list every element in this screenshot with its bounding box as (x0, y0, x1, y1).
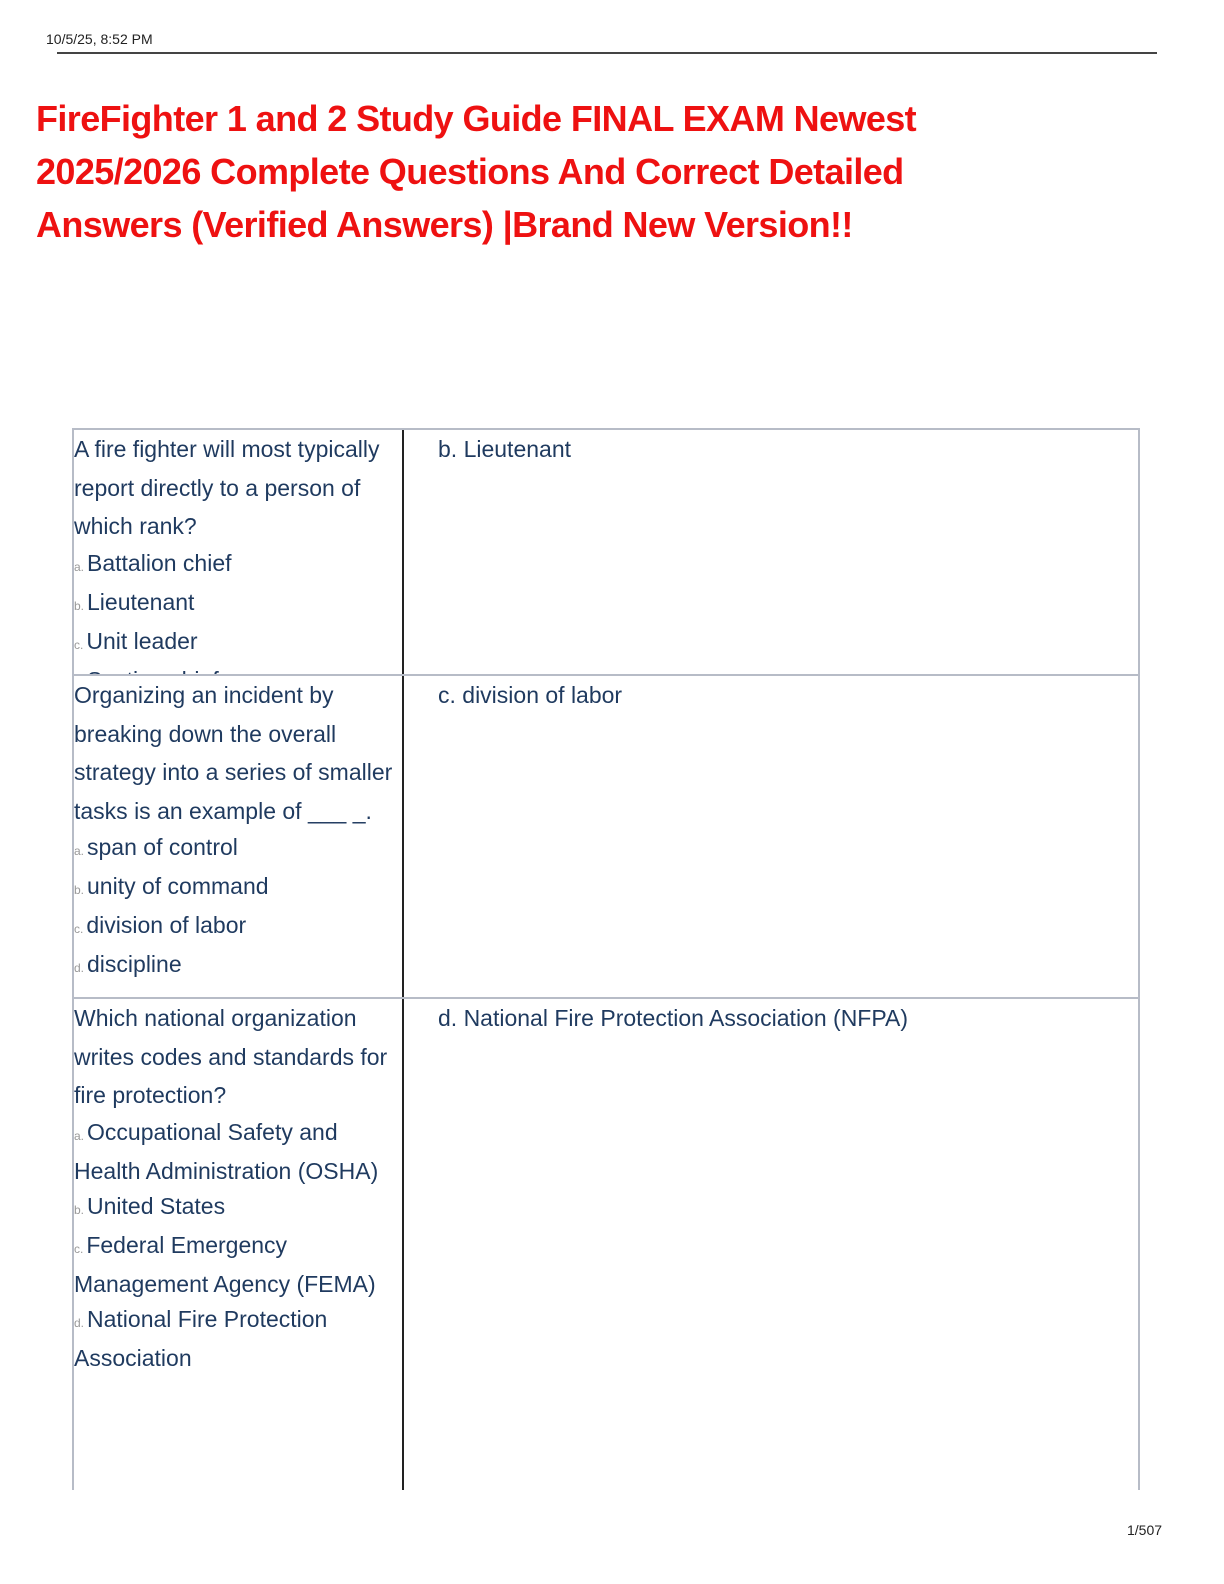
option-letter: d. (74, 961, 85, 975)
option: d. discipline (74, 947, 402, 986)
option: a. Battalion chief (74, 546, 402, 585)
question-cell: Which national organization writes codes… (74, 999, 404, 1490)
question: A fire fighter will most typically repor… (74, 436, 380, 539)
option-letter: c. (74, 1241, 84, 1256)
option: c. Federal Emergency Management Agency (F… (74, 1228, 402, 1302)
answer: c. division of labor (438, 682, 623, 708)
option-letter: c. (74, 922, 84, 936)
option-text: Federal Emergency Management Agency (FEM… (74, 1231, 376, 1297)
answer: d. National Fire Protection Association … (438, 1005, 908, 1031)
timestamp: 10/5/25, 8:52 PM (46, 31, 153, 47)
option-text: division of labor (86, 912, 247, 938)
option-letter: b. (74, 598, 85, 613)
option-letter: b. (74, 1202, 85, 1217)
option-text: Lieutenant (87, 588, 195, 615)
option: b. unity of command (74, 869, 402, 908)
option-letter: d. (74, 1315, 85, 1330)
qa-table: A fire fighter will most typically repor… (72, 428, 1140, 1490)
option-text: Section chief (87, 667, 219, 675)
option-letter: a. (74, 1128, 85, 1143)
option: a. span of control (74, 830, 402, 869)
option-text: unity of command (87, 873, 269, 899)
qa-row: Which national organization writes codes… (72, 997, 1140, 1490)
qa-row: A fire fighter will most typically repor… (72, 428, 1140, 674)
question-cell: A fire fighter will most typically repor… (74, 430, 404, 674)
option-letter: a. (74, 559, 85, 574)
answer: b. Lieutenant (438, 436, 572, 462)
option: c. division of labor (74, 908, 402, 947)
option: b. Lieutenant (74, 585, 402, 624)
header-rule (57, 52, 1157, 54)
option: b. United States (74, 1189, 402, 1228)
question: Which national organization writes codes… (74, 1005, 388, 1108)
option-letter: a. (74, 844, 85, 858)
option-letter: b. (74, 883, 85, 897)
page-number: 1/507 (1127, 1522, 1163, 1538)
option-letter: c. (74, 637, 84, 652)
qa-row: Organizing an incident by breaking down … (72, 674, 1140, 997)
question: Organizing an incident by breaking down … (74, 682, 393, 824)
option: d.Section chief (74, 663, 402, 675)
option-text: United States (87, 1192, 226, 1219)
option-text: National Fire Protection Association (74, 1305, 328, 1371)
option-text: span of control (87, 834, 238, 860)
option-text: Unit leader (86, 627, 198, 654)
option: c. Unit leader (74, 624, 402, 663)
option: a. Occupational Safety and Health Adminis… (74, 1115, 402, 1189)
title: FireFighter 1 and 2 Study Guide FINAL EX… (36, 98, 917, 245)
option-text: Occupational Safety and Health Administr… (74, 1118, 379, 1184)
option-text: discipline (87, 951, 182, 977)
option: d. National Fire Protection Association (74, 1302, 402, 1376)
option-text: Battalion chief (87, 549, 232, 576)
question-cell: Organizing an incident by breaking down … (74, 676, 404, 997)
